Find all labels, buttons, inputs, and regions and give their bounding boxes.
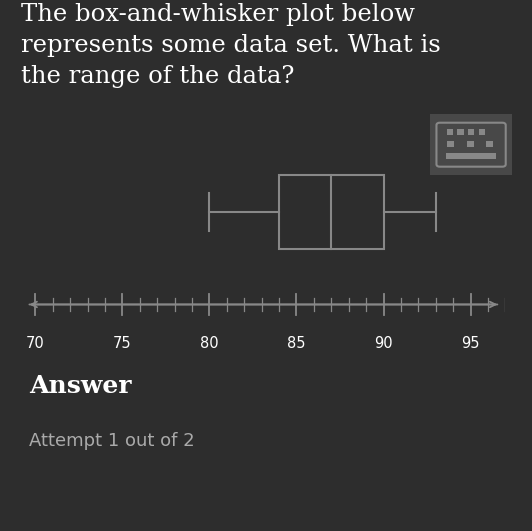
Text: 75: 75 xyxy=(113,336,132,351)
Text: Attempt 1 out of 2: Attempt 1 out of 2 xyxy=(29,432,195,450)
Text: Answer: Answer xyxy=(29,374,132,398)
Bar xyxy=(486,141,493,147)
Bar xyxy=(458,129,464,135)
Text: 95: 95 xyxy=(461,336,480,351)
Text: 70: 70 xyxy=(26,336,45,351)
Text: 80: 80 xyxy=(200,336,219,351)
Text: 90: 90 xyxy=(374,336,393,351)
Bar xyxy=(447,129,453,135)
Bar xyxy=(468,129,475,135)
FancyBboxPatch shape xyxy=(425,110,517,179)
Text: 85: 85 xyxy=(287,336,306,351)
Bar xyxy=(279,175,384,250)
Bar xyxy=(447,141,454,147)
Bar xyxy=(467,141,473,147)
Bar xyxy=(446,152,496,159)
Bar xyxy=(479,129,485,135)
Text: The box-and-whisker plot below
represents some data set. What is
the range of th: The box-and-whisker plot below represent… xyxy=(21,3,441,88)
